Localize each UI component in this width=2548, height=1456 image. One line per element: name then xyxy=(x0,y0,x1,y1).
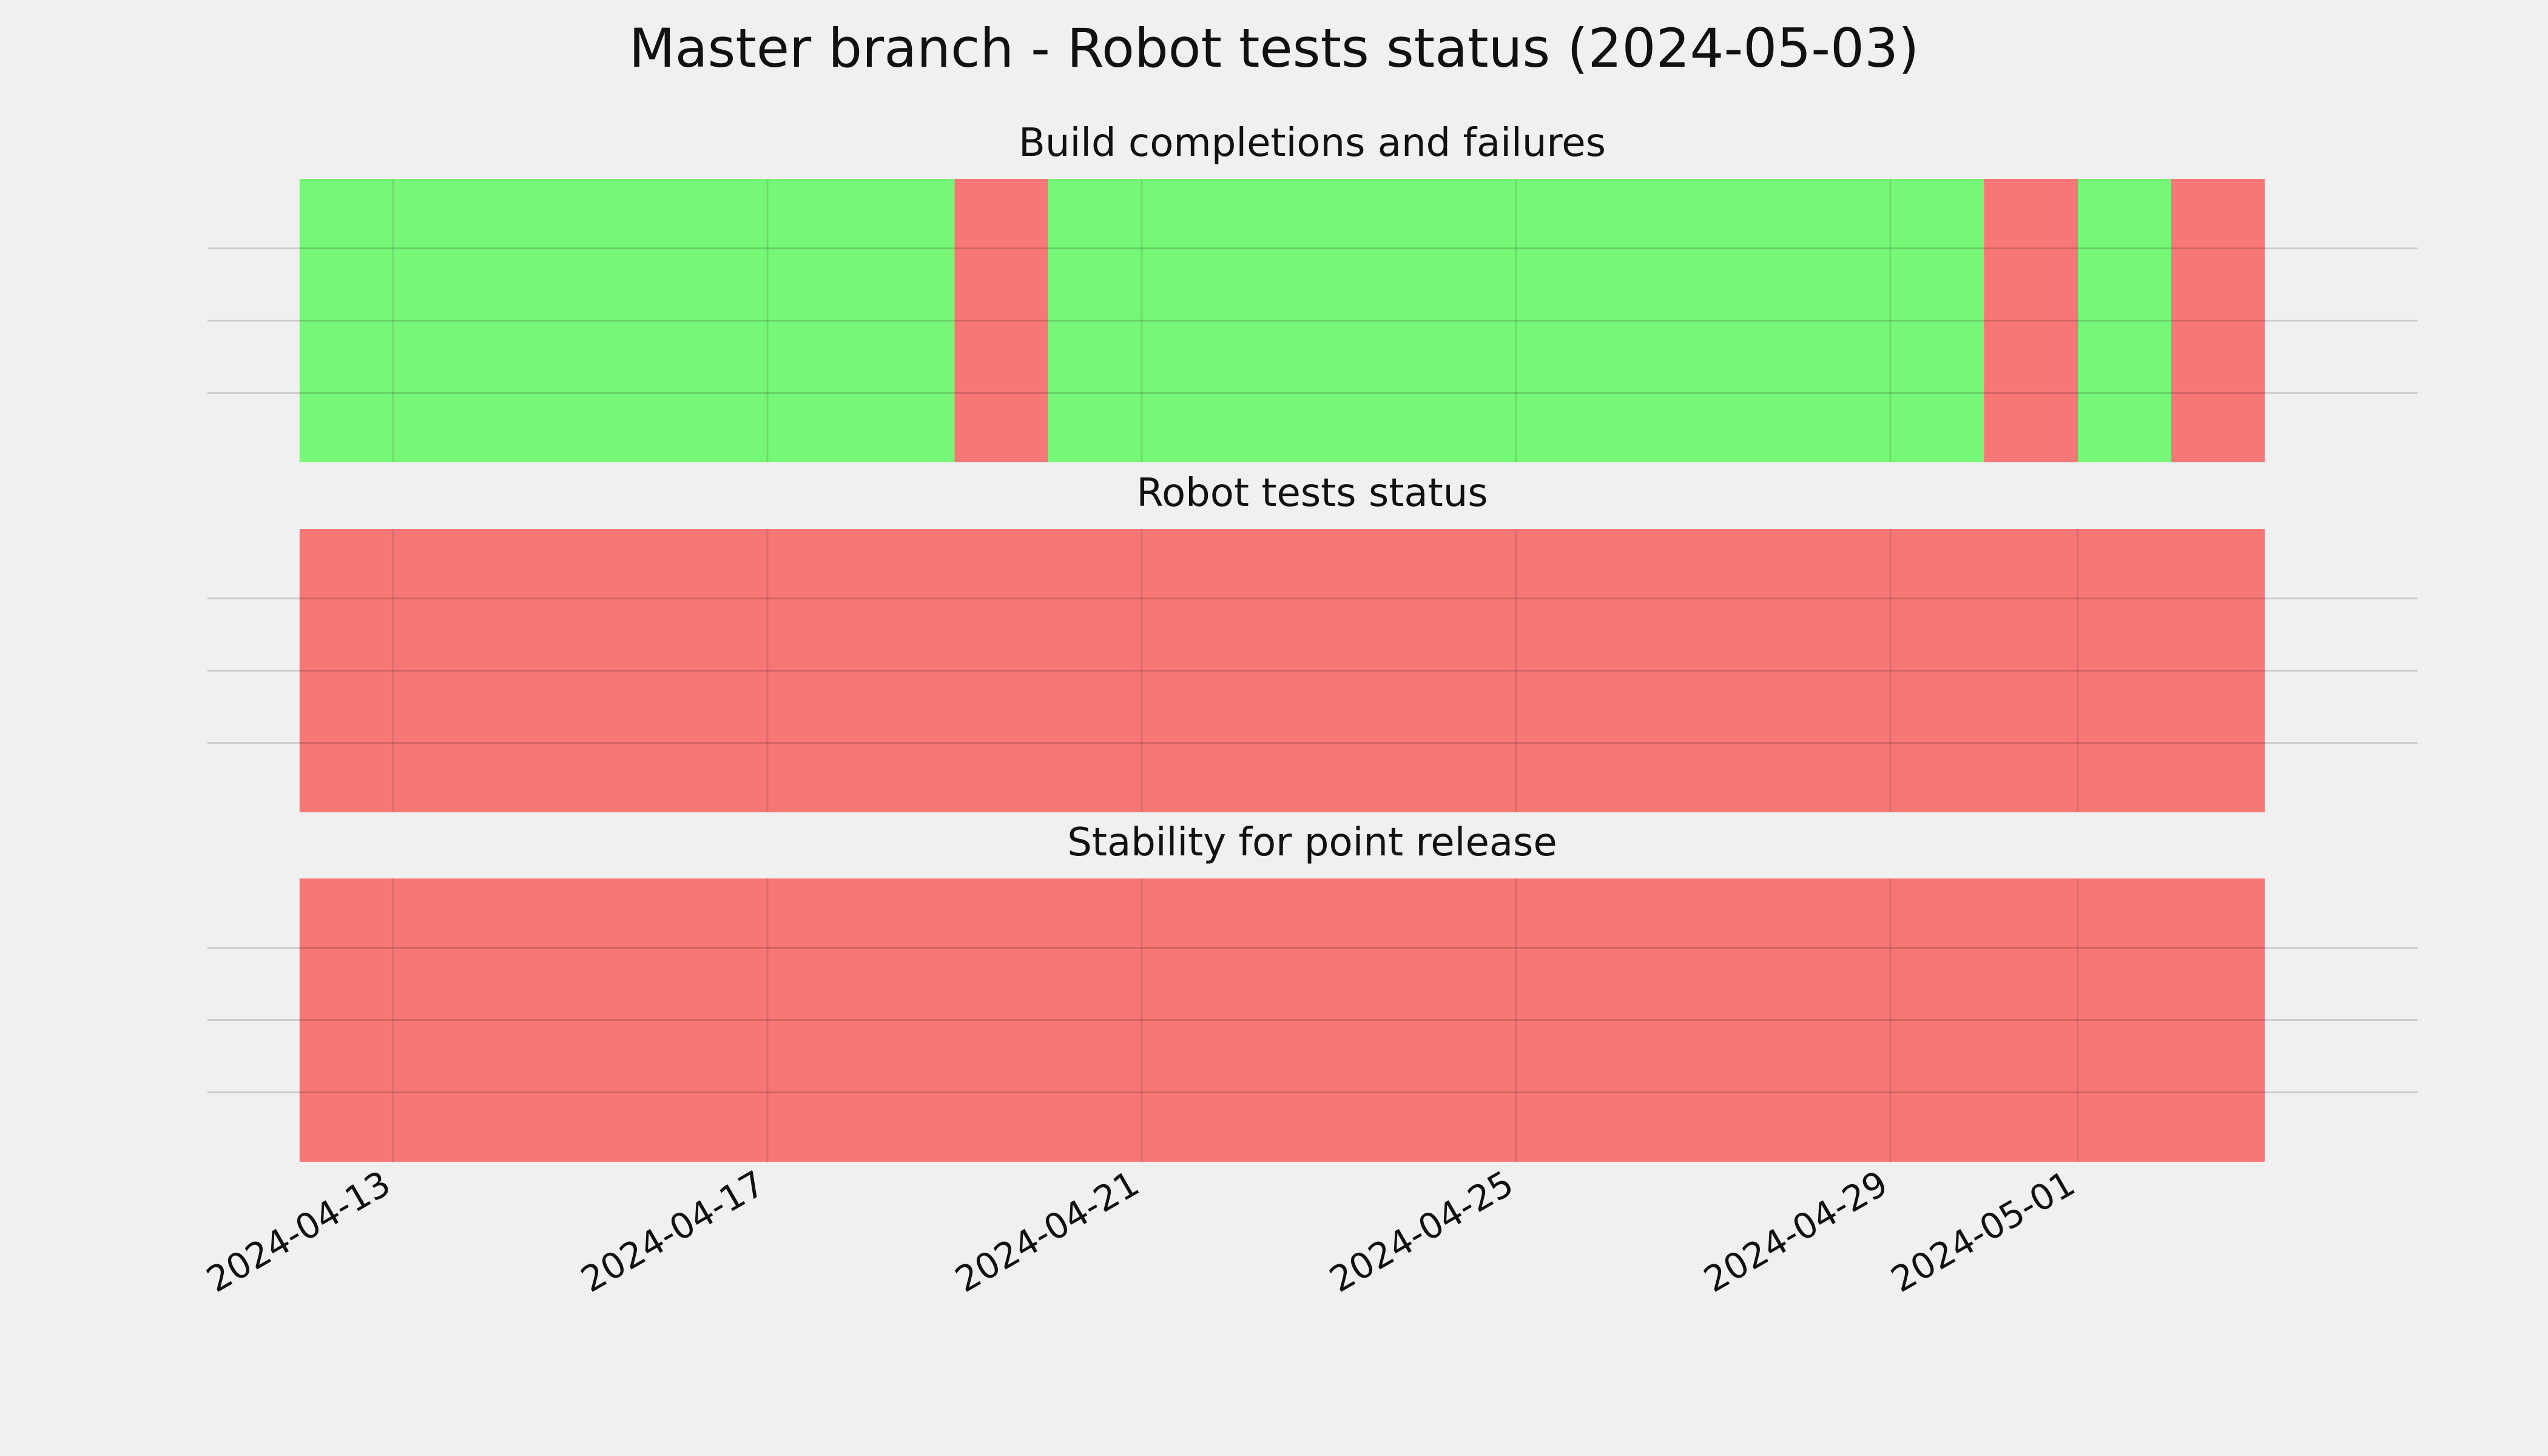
panel-3: Stability for point release xyxy=(207,820,2418,1162)
panel-1: Build completions and failures xyxy=(207,121,2418,462)
panel-title: Build completions and failures xyxy=(1019,121,1606,166)
panel-2: Robot tests status xyxy=(207,471,2418,812)
panel-title: Robot tests status xyxy=(1136,471,1488,516)
status-segment-pass xyxy=(1048,179,1984,462)
panel-title: Stability for point release xyxy=(1067,820,1557,865)
status-segment-pass xyxy=(2077,179,2171,462)
status-segment-fail xyxy=(954,179,1048,462)
panels-group: Build completions and failures Robot test… xyxy=(207,121,2418,1162)
status-segment-fail xyxy=(299,529,2265,812)
status-segment-pass xyxy=(299,179,955,462)
status-segment-fail xyxy=(1984,179,2078,462)
chart-title: Master branch - Robot tests status (2024… xyxy=(629,17,1919,79)
status-segment-fail xyxy=(299,878,2265,1162)
status-segment-fail xyxy=(2171,179,2265,462)
